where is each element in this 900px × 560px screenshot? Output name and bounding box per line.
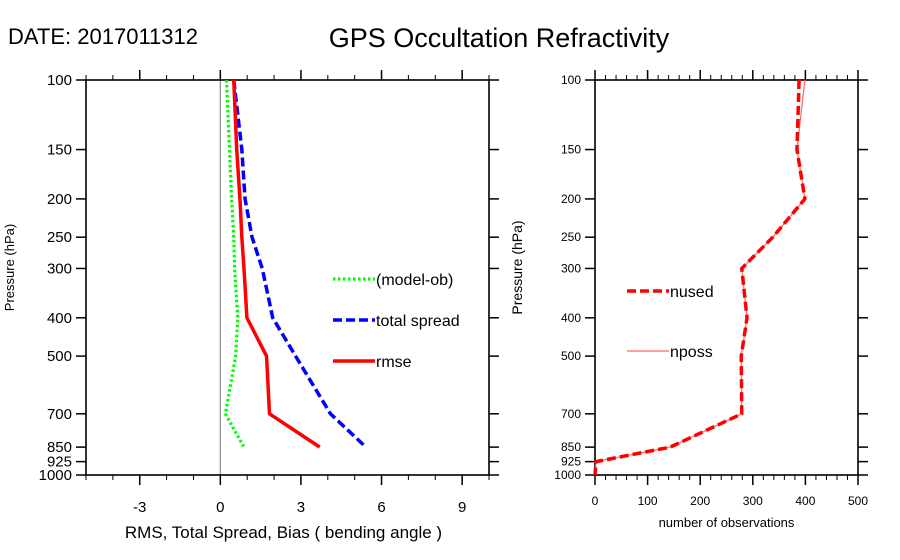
y-tick-label: 500 — [561, 349, 581, 363]
x-tick-label: 6 — [377, 499, 385, 516]
y-tick-label: 300 — [561, 261, 581, 275]
x-axis-label: RMS, Total Spread, Bias ( bending angle … — [125, 523, 442, 542]
y-tick-label: 850 — [561, 440, 581, 454]
series-line-rmse — [232, 79, 321, 449]
plot-frame — [594, 79, 859, 476]
y-tick-label: 100 — [47, 72, 72, 89]
x-tick-label: 3 — [297, 499, 305, 516]
y-tick-label: 925 — [561, 455, 581, 469]
date-label: DATE: 2017011312 — [8, 24, 198, 49]
left-panel: -3 0 3 6 9 100 150 200 250 300 400 500 700 8509251000… — [2, 70, 499, 542]
series-line-nposs — [594, 79, 806, 476]
y-tick-label: 1000 — [39, 467, 72, 484]
legend-label: total spread — [376, 313, 460, 330]
chart-title: GPS Occultation Refractivity — [329, 23, 670, 53]
y-tick-label: 700 — [47, 406, 72, 423]
x-tick-label: 0 — [216, 499, 224, 516]
y-tick-label: 500 — [47, 348, 72, 365]
legend-label: (model-ob) — [376, 272, 453, 289]
x-tick-label: 300 — [743, 494, 763, 508]
y-tick-label: 200 — [561, 192, 581, 206]
right-panel: 0 100 200 300 400 500 100 150 200 250 300 400 500 700… — [509, 70, 868, 530]
legend-label: rmse — [376, 354, 412, 371]
series-line-modelob — [223, 79, 246, 448]
y-tick-label: 100 — [561, 73, 581, 87]
y-tick-label: 1000 — [554, 468, 581, 482]
y-tick-label: 150 — [47, 142, 72, 159]
series-line-nused — [593, 79, 807, 476]
y-tick-label: 200 — [47, 191, 72, 208]
y-axis-label: Pressure (hPa) — [2, 224, 17, 311]
legend-label: nposs — [670, 344, 713, 361]
y-tick-label: 150 — [561, 143, 581, 157]
x-tick-label: 500 — [848, 494, 868, 508]
y-tick-label: 400 — [47, 310, 72, 327]
y-tick-label: 250 — [47, 229, 72, 246]
legend-label: nused — [670, 284, 714, 301]
y-tick-label: 925 — [47, 454, 72, 471]
x-tick-label: 9 — [458, 499, 466, 516]
y-tick-label: 300 — [47, 260, 72, 277]
y-axis-label: Pressure (hPa) — [509, 220, 525, 314]
x-axis-label: number of observations — [659, 515, 795, 530]
y-tick-label: 700 — [561, 407, 581, 421]
x-tick-label: 200 — [690, 494, 710, 508]
plot-frame — [85, 79, 490, 476]
x-tick-label: 100 — [638, 494, 658, 508]
x-tick-label: -3 — [133, 499, 146, 516]
x-tick-label: 400 — [795, 494, 815, 508]
y-tick-label: 400 — [561, 311, 581, 325]
y-tick-label: 250 — [561, 230, 581, 244]
x-tick-label: 0 — [592, 494, 599, 508]
series-line-totalspread — [232, 79, 368, 449]
y-tick-label: 850 — [47, 439, 72, 456]
